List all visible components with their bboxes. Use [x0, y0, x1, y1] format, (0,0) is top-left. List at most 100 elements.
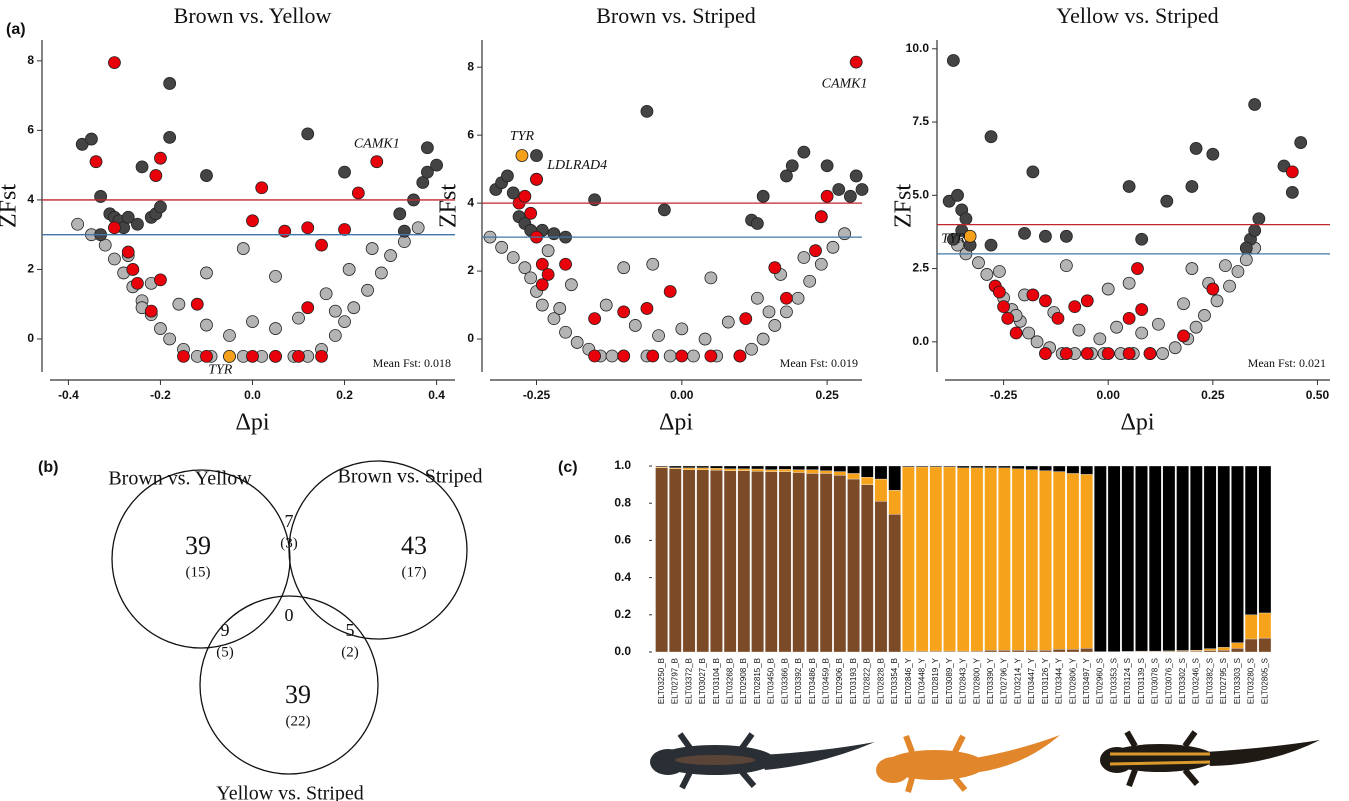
y-tick-label: 6 — [27, 123, 34, 137]
bar-segment — [888, 514, 901, 653]
set-label: Brown vs. Yellow — [108, 468, 252, 490]
x-tick-label: ELT03390_Y — [986, 657, 995, 704]
x-tick-label: -0.4 — [58, 388, 79, 402]
bar-segment — [1080, 465, 1093, 475]
data-point — [246, 315, 259, 328]
x-tick-label: ELT03126_Y — [1041, 657, 1050, 704]
x-tick-label: ELT03392_B — [794, 658, 803, 704]
region-subcount: (5) — [216, 644, 234, 660]
data-point — [338, 223, 351, 236]
x-tick-label: ELT03497_Y — [1082, 657, 1091, 704]
bar-segment — [682, 465, 696, 469]
data-point — [843, 189, 857, 203]
data-point — [1026, 165, 1040, 179]
data-point — [246, 349, 259, 363]
x-tick-label: ELT03076_S — [1164, 658, 1173, 704]
bar-segment — [1039, 470, 1052, 651]
venn-circle — [288, 460, 468, 640]
data-point — [1239, 253, 1253, 267]
data-point — [838, 227, 851, 241]
data-point — [131, 276, 144, 290]
data-point — [963, 229, 977, 243]
data-point — [1122, 276, 1136, 290]
salamander-striped — [1100, 730, 1320, 788]
x-tick-label: ELT03250_B — [657, 658, 666, 704]
bar-segment — [710, 465, 723, 469]
bar-segment — [833, 465, 847, 472]
bar-segment — [710, 469, 723, 653]
data-point — [154, 322, 167, 335]
data-point — [780, 305, 793, 319]
data-point — [301, 301, 315, 315]
data-point — [687, 349, 700, 363]
data-point — [535, 257, 549, 271]
data-point — [1206, 282, 1220, 296]
data-point — [745, 342, 758, 356]
x-tick-label: ELT03246_S — [1192, 658, 1201, 704]
admixture-bar-chart: (c) 0.0 0.2 0.4 0.6 0.8 1.0 ELT03250_B ELT02797_… — [558, 458, 1272, 704]
data-point — [255, 181, 269, 195]
bar-segment — [833, 475, 847, 653]
x-tick-label: ELT02846_Y — [904, 657, 913, 704]
y-tick-label: 5.0 — [912, 187, 929, 201]
x-tick-label: ELT02828_B — [876, 658, 885, 704]
data-point — [951, 188, 964, 202]
data-point — [1101, 347, 1115, 360]
bar-segment — [1135, 465, 1148, 652]
x-tick-label: 0.0 — [244, 388, 261, 402]
bar-segment — [874, 465, 888, 480]
y-tick-label: 2.5 — [912, 261, 929, 275]
data-point — [1059, 229, 1073, 243]
data-point — [524, 206, 538, 220]
data-point — [269, 349, 282, 363]
mean-fst-note: Mean Fst: 0.019 — [780, 356, 858, 370]
y-tick-label: 2 — [467, 263, 474, 277]
y-tick-label: 4 — [27, 192, 34, 206]
data-point — [663, 285, 677, 298]
bar-segment — [998, 467, 1011, 651]
data-point — [1068, 300, 1082, 314]
data-point — [200, 349, 213, 363]
region-count: 43 — [401, 531, 427, 560]
bar-segment — [1244, 638, 1258, 653]
annotation: TYR — [510, 129, 535, 144]
bar-segment — [861, 477, 874, 485]
data-point — [223, 329, 236, 342]
data-point — [980, 268, 994, 281]
region-subcount: (17) — [402, 564, 427, 580]
data-point — [1122, 311, 1136, 325]
x-axis-label: Δpi — [235, 410, 269, 436]
data-point — [338, 165, 351, 179]
bar-segment — [1258, 612, 1272, 639]
y-tick-label: 0.0 — [614, 644, 631, 658]
x-tick-label: ELT03354_B — [890, 658, 899, 704]
data-point — [797, 251, 811, 264]
x-tick-label: ELT03139_S — [1137, 658, 1146, 704]
data-point — [1177, 329, 1190, 343]
data-point — [1039, 229, 1052, 243]
data-point — [501, 169, 514, 183]
data-point — [1189, 142, 1203, 155]
bar-segment — [737, 465, 751, 469]
data-point — [826, 240, 840, 254]
data-point — [832, 183, 846, 196]
region-subcount: (15) — [186, 564, 211, 580]
data-point — [163, 332, 177, 346]
data-point — [292, 311, 305, 325]
bar-segment — [710, 468, 723, 471]
bar-segment — [819, 465, 833, 471]
data-point — [1206, 147, 1220, 161]
bar-segment — [833, 471, 847, 476]
data-point — [1026, 288, 1040, 302]
data-point — [814, 210, 828, 224]
data-point — [1059, 347, 1073, 360]
bar-segment — [778, 469, 792, 472]
data-point — [1135, 232, 1149, 246]
bar-segment — [1231, 642, 1244, 649]
x-tick-label: ELT03459_B — [821, 658, 830, 704]
panel-label: (a) — [6, 21, 26, 38]
data-point — [1051, 311, 1065, 325]
bar-segment — [669, 468, 682, 653]
data-point — [319, 287, 333, 301]
